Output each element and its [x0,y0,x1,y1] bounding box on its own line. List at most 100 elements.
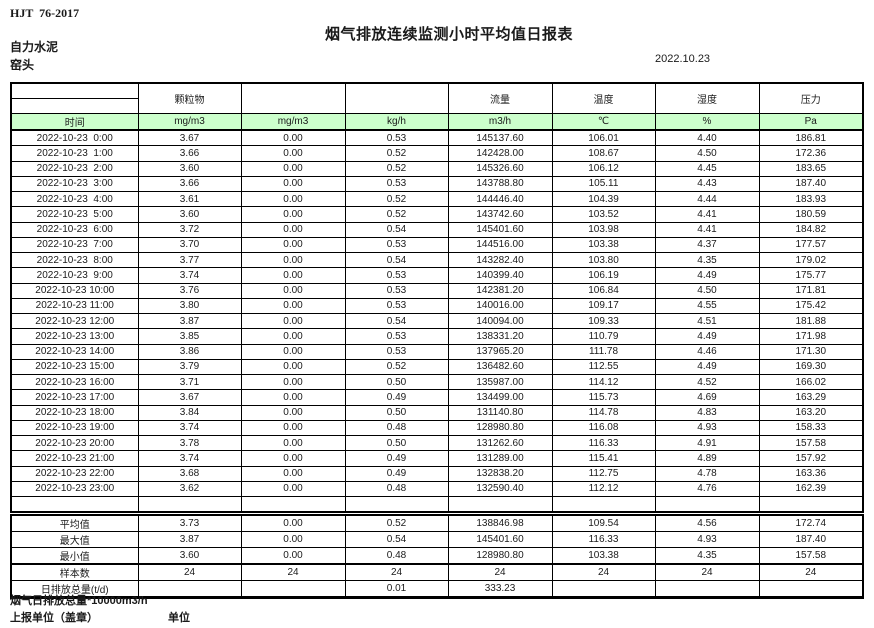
corner-cell-top [10,82,139,99]
time-cell: 2022-10-23 8:00 [10,251,139,269]
summary-row: 最大值 3.87 0.00 0.54 145401.60 116.33 4.93 187.40 [10,531,864,548]
empty-row [10,496,864,513]
summary-label: 最大值 [10,531,139,548]
value-cell: 0.00 [240,129,346,147]
value-cell: 131289.00 [447,450,553,467]
value-cell: 3.74 [137,450,242,467]
value-cell: 3.71 [137,373,242,391]
value-cell: 137965.20 [447,343,553,360]
value-cell: 0.00 [240,236,346,254]
time-cell: 2022-10-23 7:00 [10,236,139,254]
value-cell: 0.00 [240,267,346,284]
table-row: 2022-10-23 22:00 3.68 0.00 0.49 132838.20 112… [10,465,864,482]
value-cell: 4.50 [654,282,760,299]
summary-value: 0.00 [240,531,346,548]
value-cell: 132838.20 [447,465,553,482]
value-cell: 0.00 [240,297,346,315]
value-cell: 181.88 [758,312,864,330]
time-cell: 2022-10-23 6:00 [10,221,139,238]
value-cell: 0.00 [240,190,346,208]
value-cell: 0.54 [344,251,449,269]
summary-label: 日排放总量(t/d) [10,580,139,598]
value-cell: 0.00 [240,251,346,269]
report-unit-label: 上报单位（盖章） [10,612,98,624]
table-row: 2022-10-23 5:00 3.60 0.00 0.52 143742.60 103.… [10,206,864,223]
summary-value: 24 [137,563,242,581]
value-cell: 3.74 [137,267,242,284]
group-header-flow: 流量 [447,82,553,114]
value-cell: 3.66 [137,175,242,193]
summary-label: 样本数 [10,563,139,581]
summary-value [240,580,346,598]
time-cell: 2022-10-23 4:00 [10,190,139,208]
value-cell: 111.78 [551,343,656,360]
corner-cell-bottom [10,98,139,114]
value-cell: 169.30 [758,358,864,376]
value-cell: 106.84 [551,282,656,299]
unit-time: 时间 [10,113,139,131]
table-row: 2022-10-23 14:00 3.86 0.00 0.53 137965.20 111… [10,343,864,360]
value-cell: 0.00 [240,145,346,162]
summary-value [654,580,760,598]
value-cell: 135987.00 [447,373,553,391]
time-cell: 2022-10-23 14:00 [10,343,139,360]
summary-row: 平均值 3.73 0.00 0.52 138846.98 109.54 4.56 172.74 [10,514,864,532]
value-cell: 4.41 [654,221,760,238]
summary-value: 4.35 [654,547,760,565]
summary-value: 0.00 [240,514,346,532]
value-cell: 4.52 [654,373,760,391]
value-cell: 4.55 [654,297,760,315]
value-cell: 4.49 [654,328,760,345]
time-cell: 2022-10-23 3:00 [10,175,139,193]
page-title: 烟气排放连续监测小时平均值日报表 [325,26,574,43]
value-cell: 171.81 [758,282,864,299]
summary-value [137,580,242,598]
value-cell: 109.33 [551,312,656,330]
value-cell: 134499.00 [447,389,553,406]
summary-value: 4.93 [654,531,760,548]
unit-mgm3-1: mg/m3 [137,113,242,131]
value-cell: 0.00 [240,404,346,421]
value-cell: 177.57 [758,236,864,254]
table-row: 2022-10-23 17:00 3.67 0.00 0.49 134499.00 115… [10,389,864,406]
value-cell: 0.52 [344,190,449,208]
value-cell: 157.58 [758,434,864,452]
standard-code: HJT 76-2017 [10,6,80,20]
value-cell: 140016.00 [447,297,553,315]
value-cell: 3.67 [137,389,242,406]
value-cell: 4.46 [654,343,760,360]
value-cell: 4.49 [654,267,760,284]
group-header-subrow [10,98,863,114]
value-cell: 112.55 [551,358,656,376]
empty-cell [551,496,656,513]
value-cell: 3.76 [137,282,242,299]
value-cell: 3.60 [137,160,242,177]
value-cell: 0.52 [344,160,449,177]
time-cell: 2022-10-23 0:00 [10,129,139,147]
value-cell: 0.53 [344,236,449,254]
summary-value: 24 [447,563,553,581]
summary-rows: 平均值 3.73 0.00 0.52 138846.98 109.54 4.56 172.74… [10,514,864,598]
value-cell: 140094.00 [447,312,553,330]
summary-value: 24 [654,563,760,581]
value-cell: 103.80 [551,251,656,269]
summary-value: 4.56 [654,514,760,532]
value-cell: 109.17 [551,297,656,315]
value-cell: 175.77 [758,267,864,284]
value-cell: 3.74 [137,419,242,437]
value-cell: 132590.40 [447,480,553,498]
value-cell: 0.52 [344,358,449,376]
time-cell: 2022-10-23 10:00 [10,282,139,299]
empty-cell [447,496,553,513]
summary-value: 172.74 [758,514,864,532]
value-cell: 105.11 [551,175,656,193]
value-cell: 0.50 [344,404,449,421]
value-cell: 4.50 [654,145,760,162]
value-cell: 3.78 [137,434,242,452]
value-cell: 172.36 [758,145,864,162]
summary-value: 3.87 [137,531,242,548]
value-cell: 142428.00 [447,145,553,162]
value-cell: 136482.60 [447,358,553,376]
value-cell: 0.50 [344,434,449,452]
